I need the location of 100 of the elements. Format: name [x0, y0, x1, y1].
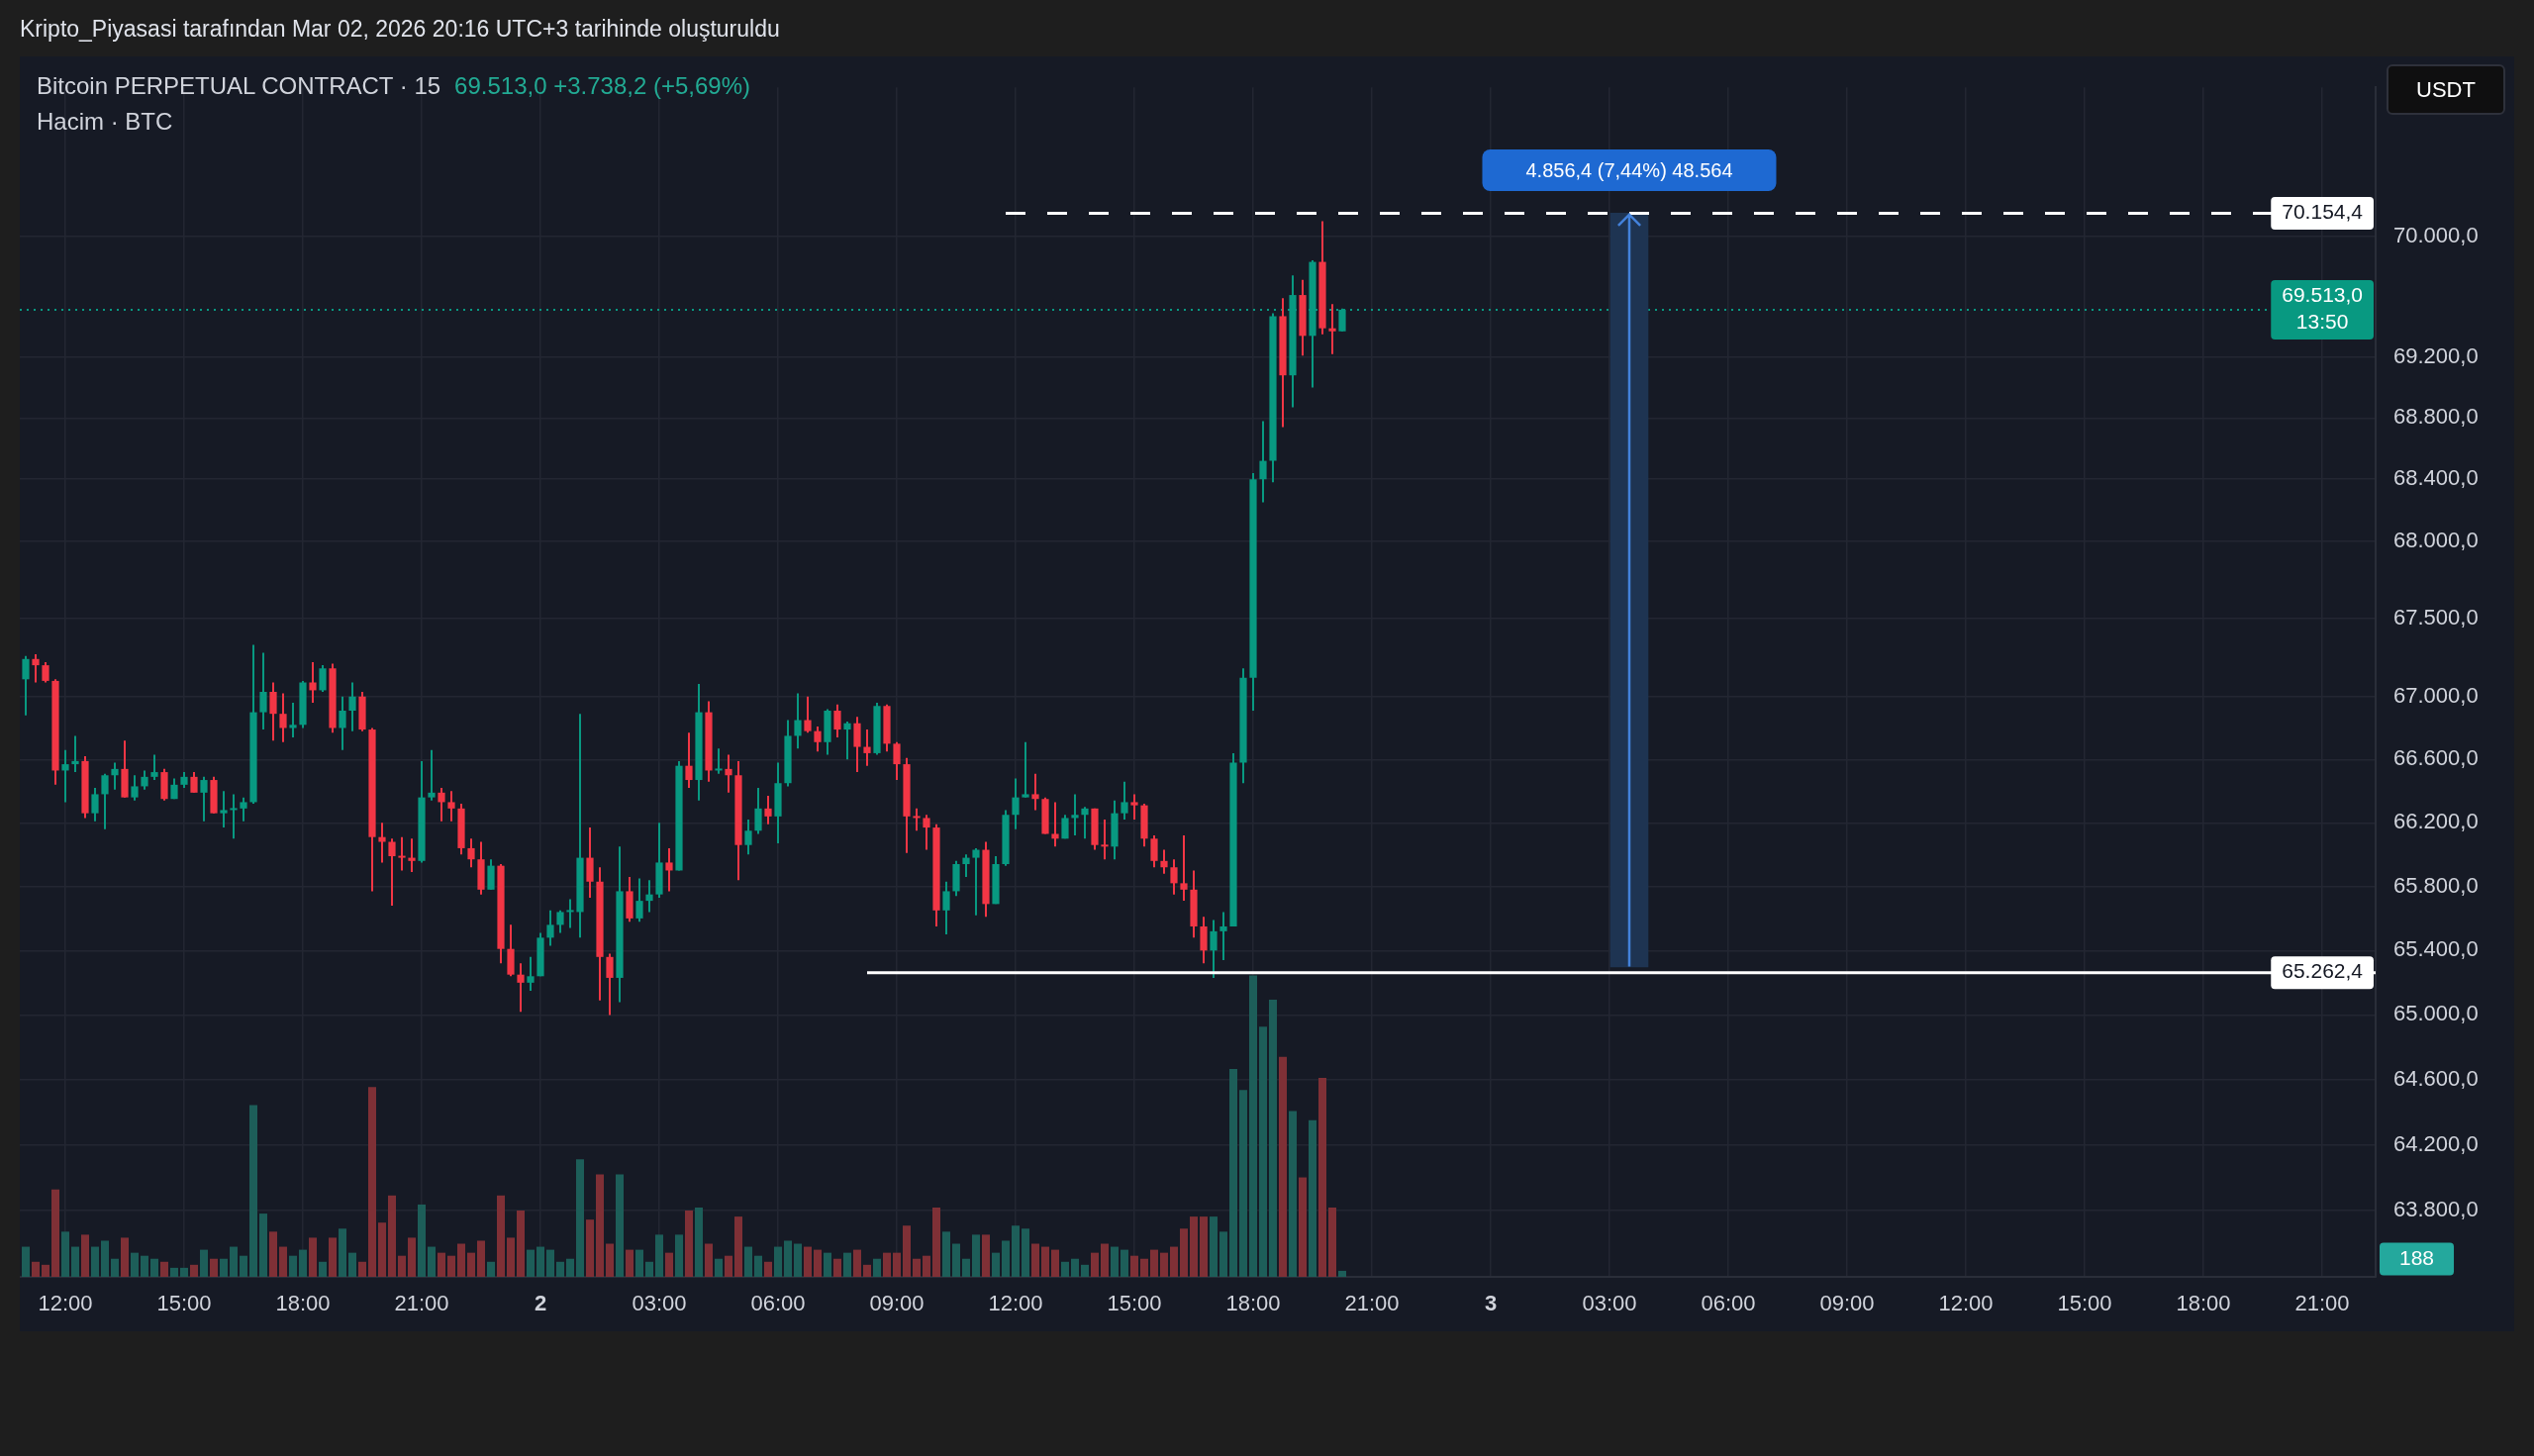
bar	[81, 1234, 89, 1277]
bar	[378, 1222, 386, 1277]
bar	[1279, 1056, 1287, 1277]
bar	[289, 1255, 297, 1277]
bar	[1160, 1252, 1168, 1277]
bar	[220, 1258, 228, 1277]
candlestick	[309, 660, 317, 705]
candlestick	[131, 774, 139, 802]
candlestick	[428, 748, 436, 802]
candlestick	[438, 787, 445, 823]
ref-line-label: 69.513,0 13:50	[2282, 283, 2363, 334]
y-tick-label: 70.000,0	[2393, 222, 2479, 247]
candlestick	[348, 681, 356, 732]
x-tick-label: 21:00	[2294, 1291, 2350, 1316]
y-tick-label: 64.200,0	[2393, 1130, 2479, 1156]
bar	[1229, 1068, 1237, 1277]
bar	[329, 1237, 337, 1277]
y-tick-label: 63.800,0	[2393, 1197, 2479, 1222]
x-tick-label: 03:00	[1582, 1291, 1637, 1316]
bar	[1121, 1249, 1128, 1277]
y-tick-label: 66.600,0	[2393, 745, 2479, 771]
bar	[1022, 1228, 1029, 1277]
x-tick-label: 09:00	[1819, 1291, 1875, 1316]
bar	[606, 1243, 614, 1277]
x-tick-label: 12:00	[38, 1291, 93, 1316]
data-label: 70.154,4	[2282, 200, 2364, 224]
bar	[22, 1246, 30, 1277]
bar	[457, 1243, 465, 1277]
bar	[932, 1207, 940, 1277]
candlestick	[794, 692, 802, 750]
bar	[1338, 1270, 1346, 1277]
bar	[1269, 999, 1277, 1277]
candlestick	[715, 747, 723, 775]
bar	[794, 1243, 802, 1277]
bar	[695, 1207, 703, 1277]
candlestick	[32, 653, 40, 684]
candlestick	[1219, 911, 1227, 962]
bar	[893, 1252, 901, 1277]
x-tick-label: 18:00	[1225, 1291, 1281, 1316]
data-label: 65.262,4	[2282, 959, 2364, 983]
bar	[1012, 1225, 1020, 1277]
bar	[853, 1249, 861, 1277]
y-tick-label: 68.400,0	[2393, 465, 2479, 491]
candlestick	[388, 837, 396, 907]
candlestick	[259, 651, 267, 731]
x-tick-label: 21:00	[394, 1291, 449, 1316]
bar	[566, 1258, 574, 1277]
x-tick-label: 18:00	[275, 1291, 331, 1316]
bar	[42, 1264, 49, 1277]
candlestick	[754, 787, 762, 835]
bar	[101, 1240, 109, 1277]
x-tick-label: 03:00	[632, 1291, 687, 1316]
bar	[596, 1174, 604, 1277]
candlestick	[378, 822, 386, 864]
bar	[319, 1261, 327, 1277]
candlestick	[42, 660, 49, 684]
bar	[438, 1252, 445, 1277]
bar	[546, 1249, 554, 1277]
bar	[635, 1249, 643, 1277]
candlestick	[833, 703, 841, 739]
bar	[705, 1243, 713, 1277]
candlestick	[1210, 919, 1218, 979]
bar	[269, 1231, 277, 1277]
bar	[487, 1261, 495, 1277]
bar	[240, 1255, 247, 1277]
bar	[477, 1240, 485, 1277]
bar	[1170, 1246, 1178, 1277]
bar	[190, 1264, 198, 1277]
y-tick-label: 67.000,0	[2393, 682, 2479, 708]
bar	[141, 1255, 148, 1277]
bar	[804, 1246, 812, 1277]
bar	[1140, 1258, 1148, 1277]
bar	[734, 1216, 742, 1277]
candlestick	[141, 769, 148, 791]
bar	[299, 1249, 307, 1277]
bar	[91, 1246, 99, 1277]
bar	[121, 1237, 129, 1277]
bar	[131, 1252, 139, 1277]
bar	[61, 1231, 69, 1277]
candlestick	[863, 728, 871, 767]
bar	[388, 1195, 396, 1277]
bar	[952, 1243, 960, 1277]
x-tick-label: 15:00	[1107, 1291, 1162, 1316]
bar	[824, 1252, 831, 1277]
bar	[398, 1255, 406, 1277]
bar	[1091, 1252, 1099, 1277]
candlestick	[61, 748, 69, 804]
bar	[32, 1261, 40, 1277]
bar	[774, 1246, 782, 1277]
candlestick	[527, 955, 535, 992]
candlestick	[546, 909, 554, 947]
candlestick	[1170, 858, 1178, 896]
bar	[586, 1219, 594, 1277]
bar	[655, 1234, 663, 1277]
bar	[467, 1252, 475, 1277]
candlestick	[566, 898, 574, 929]
candlestick	[1071, 793, 1079, 837]
candlestick	[843, 721, 851, 761]
bar	[428, 1246, 436, 1277]
y-tick-label: 64.600,0	[2393, 1066, 2479, 1092]
